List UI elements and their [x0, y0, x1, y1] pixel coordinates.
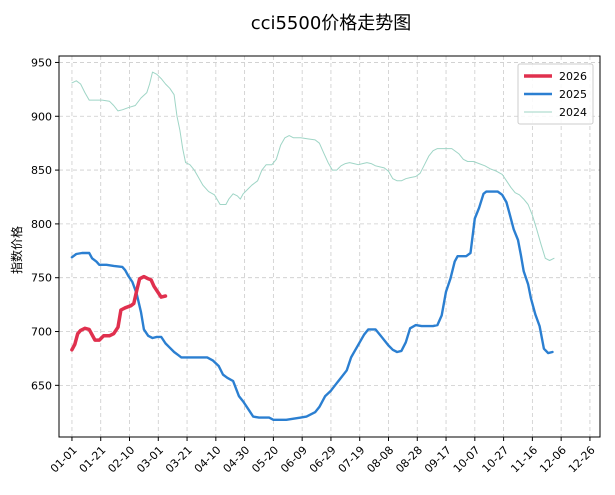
legend-label-2024: 2024 [559, 106, 587, 119]
x-tick-label: 03-21 [163, 444, 195, 476]
y-axis-ticks: 650 700 750 800 850 900 950 [31, 56, 59, 392]
y-tick-label: 900 [31, 110, 52, 123]
x-tick-label: 09-17 [422, 444, 454, 476]
x-tick-label: 01-21 [77, 444, 109, 476]
y-tick-label: 950 [31, 56, 52, 69]
legend-label-2025: 2025 [559, 88, 587, 101]
y-tick-label: 800 [31, 218, 52, 231]
y-tick-label: 700 [31, 326, 52, 339]
x-tick-label: 04-30 [221, 444, 253, 476]
x-tick-label: 07-19 [336, 444, 368, 476]
legend: 2026 2025 2024 [517, 63, 594, 125]
x-tick-label: 05-20 [249, 444, 281, 476]
y-tick-label: 750 [31, 272, 52, 285]
series-line-2026 [70, 274, 168, 352]
series-line-2025 [70, 190, 554, 421]
y-tick-label: 650 [31, 379, 52, 392]
legend-box [517, 63, 594, 125]
x-tick-label: 04-10 [192, 444, 224, 476]
x-tick-label: 06-29 [307, 444, 339, 476]
x-tick-label: 06-09 [278, 444, 310, 476]
x-tick-label: 08-28 [393, 444, 425, 476]
chart-title: cci5500价格走势图 [251, 13, 412, 34]
x-tick-label: 10-07 [451, 444, 483, 476]
x-tick-label: 10-27 [480, 444, 512, 476]
grid-lines [59, 56, 600, 437]
y-axis-label: 指数价格 [9, 226, 24, 274]
y-tick-label: 850 [31, 164, 52, 177]
x-tick-label: 03-01 [134, 444, 166, 476]
plot-frame [58, 55, 601, 438]
x-tick-label: 02-10 [105, 444, 137, 476]
x-axis-ticks: 01-0101-2102-1003-0103-2104-1004-3005-20… [48, 437, 598, 475]
x-tick-label: 01-01 [48, 444, 80, 476]
x-tick-label: 11-16 [508, 444, 540, 476]
series-line-2024 [71, 71, 555, 261]
x-tick-label: 08-08 [364, 444, 396, 476]
x-tick-label: 12-26 [566, 444, 598, 476]
series-lines [70, 71, 555, 421]
x-tick-label: 12-06 [537, 444, 569, 476]
legend-label-2026: 2026 [559, 70, 587, 83]
